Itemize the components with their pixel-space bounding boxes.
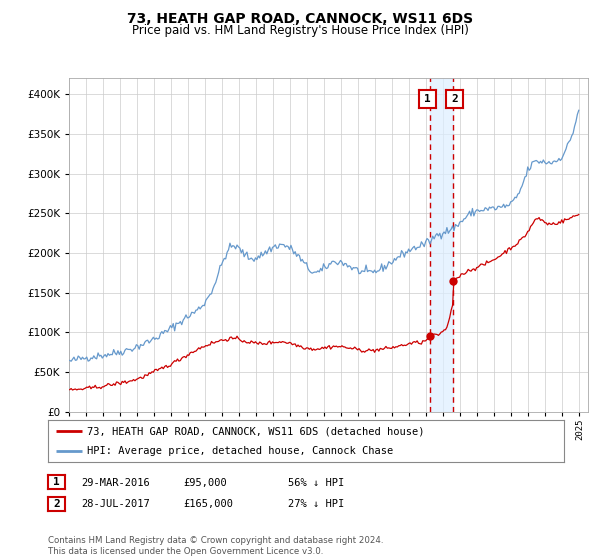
Text: 2: 2 [451, 95, 458, 104]
Text: 2: 2 [53, 499, 60, 508]
Text: HPI: Average price, detached house, Cannock Chase: HPI: Average price, detached house, Cann… [86, 446, 393, 456]
Text: 29-MAR-2016: 29-MAR-2016 [81, 478, 150, 488]
Text: 73, HEATH GAP ROAD, CANNOCK, WS11 6DS (detached house): 73, HEATH GAP ROAD, CANNOCK, WS11 6DS (d… [86, 426, 424, 436]
Text: 28-JUL-2017: 28-JUL-2017 [81, 499, 150, 509]
Text: 27% ↓ HPI: 27% ↓ HPI [288, 499, 344, 509]
Text: 56% ↓ HPI: 56% ↓ HPI [288, 478, 344, 488]
Text: 1: 1 [424, 95, 431, 104]
Text: Contains HM Land Registry data © Crown copyright and database right 2024.
This d: Contains HM Land Registry data © Crown c… [48, 536, 383, 556]
Text: Price paid vs. HM Land Registry's House Price Index (HPI): Price paid vs. HM Land Registry's House … [131, 24, 469, 36]
Bar [430, 78, 453, 412]
Text: £165,000: £165,000 [183, 499, 233, 509]
Text: 73, HEATH GAP ROAD, CANNOCK, WS11 6DS: 73, HEATH GAP ROAD, CANNOCK, WS11 6DS [127, 12, 473, 26]
Text: £95,000: £95,000 [183, 478, 227, 488]
Text: 1: 1 [53, 478, 60, 487]
